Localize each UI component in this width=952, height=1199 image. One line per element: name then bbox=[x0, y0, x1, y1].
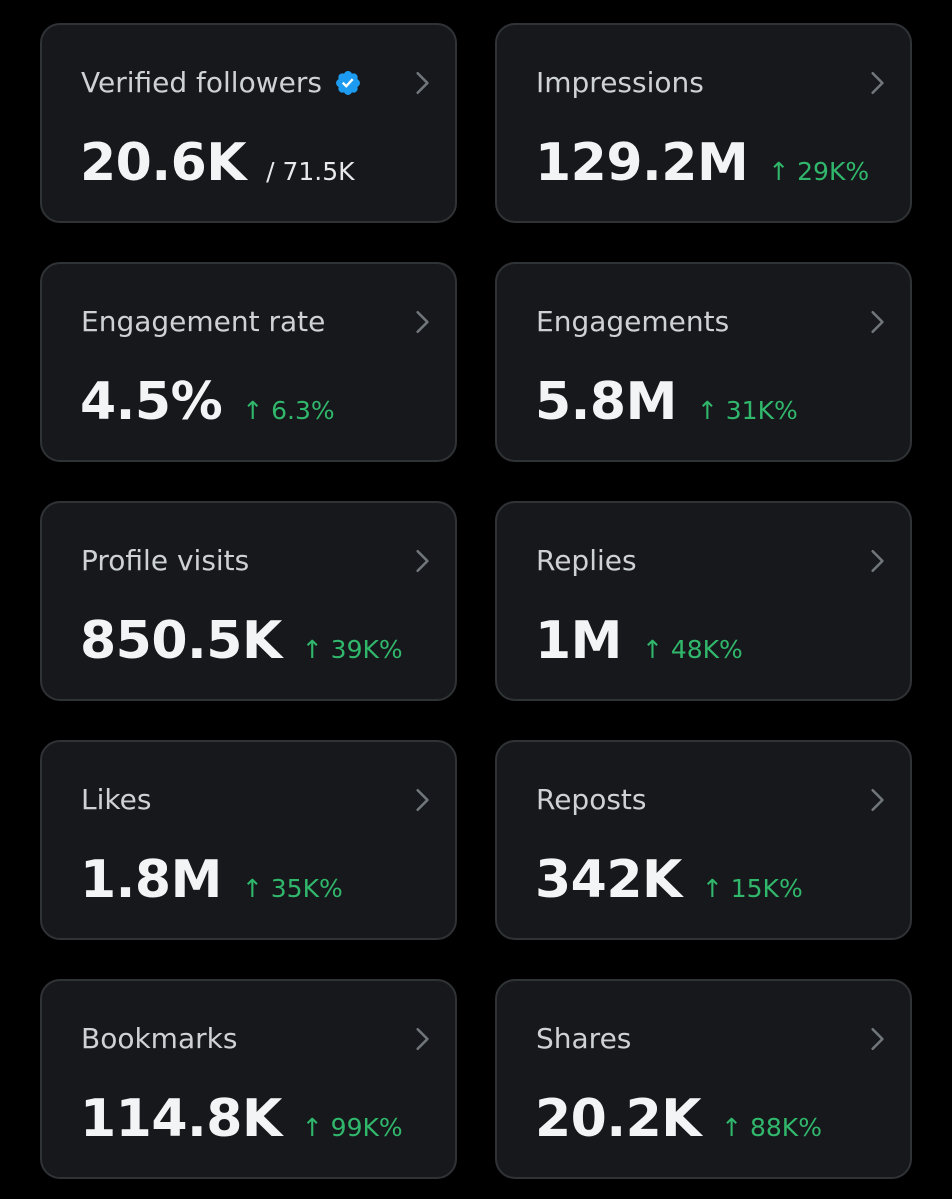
card-likes[interactable]: Likes 1.8M ↑ 35K% bbox=[40, 740, 457, 940]
card-total: / 71.5K bbox=[266, 157, 355, 186]
chevron-right-icon bbox=[871, 1027, 884, 1051]
card-change: ↑ 6.3% bbox=[242, 396, 335, 425]
chevron-right-icon bbox=[416, 1027, 429, 1051]
card-reposts[interactable]: Reposts 342K ↑ 15K% bbox=[495, 740, 912, 940]
chevron-right-icon bbox=[416, 788, 429, 812]
card-value: 129.2M bbox=[535, 133, 749, 193]
card-label: Likes bbox=[81, 783, 152, 816]
card-label: Replies bbox=[536, 544, 637, 577]
card-label-text: Verified followers bbox=[81, 66, 322, 99]
card-value: 4.5% bbox=[80, 372, 223, 432]
card-profile-visits[interactable]: Profile visits 850.5K ↑ 39K% bbox=[40, 501, 457, 701]
chevron-right-icon bbox=[871, 549, 884, 573]
card-value-row: 342K ↑ 15K% bbox=[535, 850, 803, 910]
chevron-right-icon bbox=[871, 788, 884, 812]
chevron-right-icon bbox=[871, 310, 884, 334]
card-change: ↑ 39K% bbox=[301, 635, 403, 664]
chevron-right-icon bbox=[416, 549, 429, 573]
card-value: 342K bbox=[535, 850, 682, 910]
card-value-row: 4.5% ↑ 6.3% bbox=[80, 372, 335, 432]
card-change: ↑ 48K% bbox=[641, 635, 743, 664]
card-change: ↑ 29K% bbox=[768, 157, 870, 186]
card-value: 1M bbox=[535, 611, 622, 671]
card-change: ↑ 99K% bbox=[301, 1113, 403, 1142]
card-value: 20.6K bbox=[80, 133, 247, 193]
card-label: Impressions bbox=[536, 66, 704, 99]
card-impressions[interactable]: Impressions 129.2M ↑ 29K% bbox=[495, 23, 912, 223]
card-value-row: 1M ↑ 48K% bbox=[535, 611, 743, 671]
card-value-row: 20.2K ↑ 88K% bbox=[535, 1089, 822, 1149]
chevron-right-icon bbox=[416, 310, 429, 334]
card-label: Profile visits bbox=[81, 544, 250, 577]
chevron-right-icon bbox=[416, 71, 429, 95]
card-value-row: 20.6K / 71.5K bbox=[80, 133, 355, 193]
card-value: 5.8M bbox=[535, 372, 677, 432]
card-value-row: 129.2M ↑ 29K% bbox=[535, 133, 869, 193]
card-engagement-rate[interactable]: Engagement rate 4.5% ↑ 6.3% bbox=[40, 262, 457, 462]
card-label: Reposts bbox=[536, 783, 647, 816]
card-change: ↑ 35K% bbox=[241, 874, 343, 903]
card-value-row: 850.5K ↑ 39K% bbox=[80, 611, 403, 671]
analytics-grid: Verified followers 20.6K / 71.5K Impress… bbox=[40, 23, 912, 1179]
card-value: 1.8M bbox=[80, 850, 222, 910]
card-value: 850.5K bbox=[80, 611, 282, 671]
card-bookmarks[interactable]: Bookmarks 114.8K ↑ 99K% bbox=[40, 979, 457, 1179]
card-value-row: 5.8M ↑ 31K% bbox=[535, 372, 798, 432]
card-value: 20.2K bbox=[535, 1089, 702, 1149]
card-label: Shares bbox=[536, 1022, 632, 1055]
card-verified-followers[interactable]: Verified followers 20.6K / 71.5K bbox=[40, 23, 457, 223]
card-label: Engagement rate bbox=[81, 305, 326, 338]
card-change: ↑ 88K% bbox=[721, 1113, 822, 1142]
card-value: 114.8K bbox=[80, 1089, 282, 1149]
verified-badge-icon bbox=[335, 71, 360, 95]
card-value-row: 1.8M ↑ 35K% bbox=[80, 850, 343, 910]
card-replies[interactable]: Replies 1M ↑ 48K% bbox=[495, 501, 912, 701]
card-value-row: 114.8K ↑ 99K% bbox=[80, 1089, 403, 1149]
chevron-right-icon bbox=[871, 71, 884, 95]
card-label: Bookmarks bbox=[81, 1022, 238, 1055]
card-engagements[interactable]: Engagements 5.8M ↑ 31K% bbox=[495, 262, 912, 462]
card-shares[interactable]: Shares 20.2K ↑ 88K% bbox=[495, 979, 912, 1179]
card-label: Engagements bbox=[536, 305, 730, 338]
card-label: Verified followers bbox=[81, 65, 362, 101]
card-change: ↑ 31K% bbox=[696, 396, 798, 425]
card-change: ↑ 15K% bbox=[701, 874, 803, 903]
